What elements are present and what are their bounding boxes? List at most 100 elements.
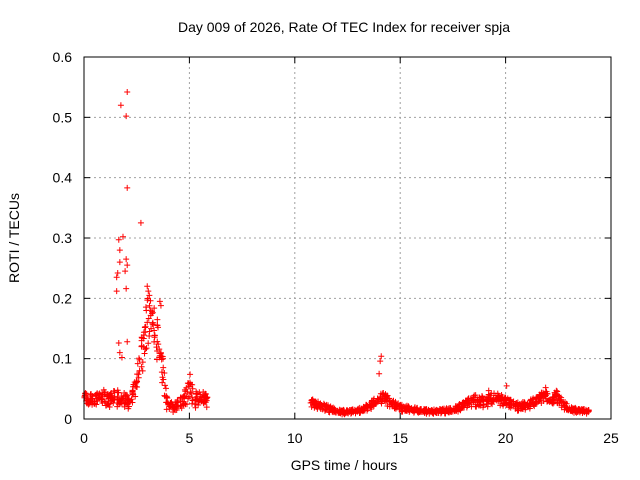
data-point bbox=[148, 325, 155, 332]
data-point bbox=[108, 397, 115, 404]
data-point bbox=[555, 392, 562, 399]
data-point bbox=[113, 288, 120, 295]
data-point bbox=[154, 348, 161, 355]
data-point bbox=[89, 393, 96, 400]
x-axis-label: GPS time / hours bbox=[291, 457, 398, 473]
data-point bbox=[485, 396, 492, 403]
data-point bbox=[452, 405, 459, 412]
data-point bbox=[157, 302, 164, 309]
data-point bbox=[114, 389, 121, 396]
data-point bbox=[81, 393, 88, 400]
data-point bbox=[173, 402, 180, 409]
x-tick-label: 5 bbox=[186, 430, 194, 446]
data-point bbox=[461, 400, 468, 407]
data-point bbox=[160, 355, 167, 362]
data-point bbox=[317, 405, 324, 412]
data-point bbox=[197, 391, 204, 398]
y-tick-label: 0 bbox=[64, 411, 72, 427]
data-point bbox=[488, 398, 495, 405]
data-point bbox=[203, 393, 210, 400]
data-point bbox=[138, 363, 145, 370]
data-point bbox=[476, 394, 483, 401]
x-tick-label: 25 bbox=[603, 430, 619, 446]
data-point bbox=[151, 327, 158, 334]
data-point bbox=[117, 102, 124, 109]
data-point bbox=[154, 316, 161, 323]
data-point bbox=[189, 385, 196, 392]
data-point bbox=[549, 400, 556, 407]
data-point bbox=[563, 404, 570, 411]
data-point bbox=[567, 407, 574, 414]
data-point bbox=[161, 369, 168, 376]
data-point bbox=[391, 401, 398, 408]
y-axis-label: ROTI / TECUs bbox=[6, 193, 22, 283]
data-point bbox=[465, 397, 472, 404]
data-point bbox=[367, 404, 374, 411]
y-tick-label: 0.6 bbox=[53, 49, 73, 65]
data-point bbox=[553, 387, 560, 394]
data-point bbox=[160, 376, 167, 383]
data-point bbox=[473, 403, 480, 410]
data-point bbox=[124, 184, 131, 191]
data-point bbox=[118, 398, 125, 405]
data-point bbox=[178, 405, 185, 412]
data-point bbox=[153, 344, 160, 351]
data-point bbox=[192, 396, 199, 403]
data-point bbox=[163, 399, 170, 406]
data-point bbox=[585, 407, 592, 414]
data-point bbox=[158, 356, 165, 363]
data-point bbox=[129, 399, 136, 406]
data-point bbox=[326, 409, 333, 416]
data-point bbox=[183, 393, 190, 400]
data-point bbox=[144, 319, 151, 326]
data-point bbox=[408, 405, 415, 412]
data-point bbox=[141, 350, 148, 357]
data-point bbox=[139, 367, 146, 374]
data-point bbox=[376, 370, 383, 377]
data-point bbox=[123, 256, 130, 263]
data-point bbox=[118, 393, 125, 400]
data-points bbox=[81, 88, 592, 418]
data-point bbox=[484, 397, 491, 404]
data-point bbox=[124, 397, 131, 404]
data-point bbox=[403, 402, 410, 409]
data-point bbox=[103, 402, 110, 409]
data-point bbox=[187, 389, 194, 396]
data-point bbox=[403, 407, 410, 414]
data-point bbox=[561, 400, 568, 407]
data-point bbox=[179, 393, 186, 400]
data-point bbox=[503, 396, 510, 403]
data-point bbox=[108, 394, 115, 401]
data-point bbox=[430, 410, 437, 417]
x-tick-label: 10 bbox=[287, 430, 303, 446]
data-point bbox=[308, 397, 315, 404]
x-tick-label: 20 bbox=[498, 430, 514, 446]
data-point bbox=[189, 381, 196, 388]
data-point bbox=[414, 404, 421, 411]
data-point bbox=[162, 385, 169, 392]
data-point bbox=[124, 88, 131, 95]
data-point bbox=[143, 345, 150, 352]
data-point bbox=[151, 334, 158, 341]
data-point bbox=[577, 406, 584, 413]
data-point bbox=[134, 384, 141, 391]
data-point bbox=[470, 397, 477, 404]
y-tick-label: 0.2 bbox=[53, 290, 73, 306]
data-point bbox=[193, 391, 200, 398]
data-point bbox=[106, 400, 113, 407]
axis-ticks bbox=[83, 56, 612, 420]
data-point bbox=[116, 349, 123, 356]
data-point bbox=[329, 407, 336, 414]
data-point bbox=[472, 392, 479, 399]
data-point bbox=[485, 387, 492, 394]
data-point bbox=[464, 402, 471, 409]
axis-tick-labels: 0 5 10 15 20 25 0 0.1 0.2 0.3 0.4 0.5 0.6 bbox=[53, 49, 619, 446]
data-point bbox=[433, 410, 440, 417]
data-point bbox=[129, 388, 136, 395]
data-point bbox=[86, 400, 93, 407]
data-point bbox=[114, 400, 121, 407]
data-point bbox=[530, 402, 537, 409]
data-point bbox=[156, 298, 163, 305]
data-point bbox=[157, 349, 164, 356]
